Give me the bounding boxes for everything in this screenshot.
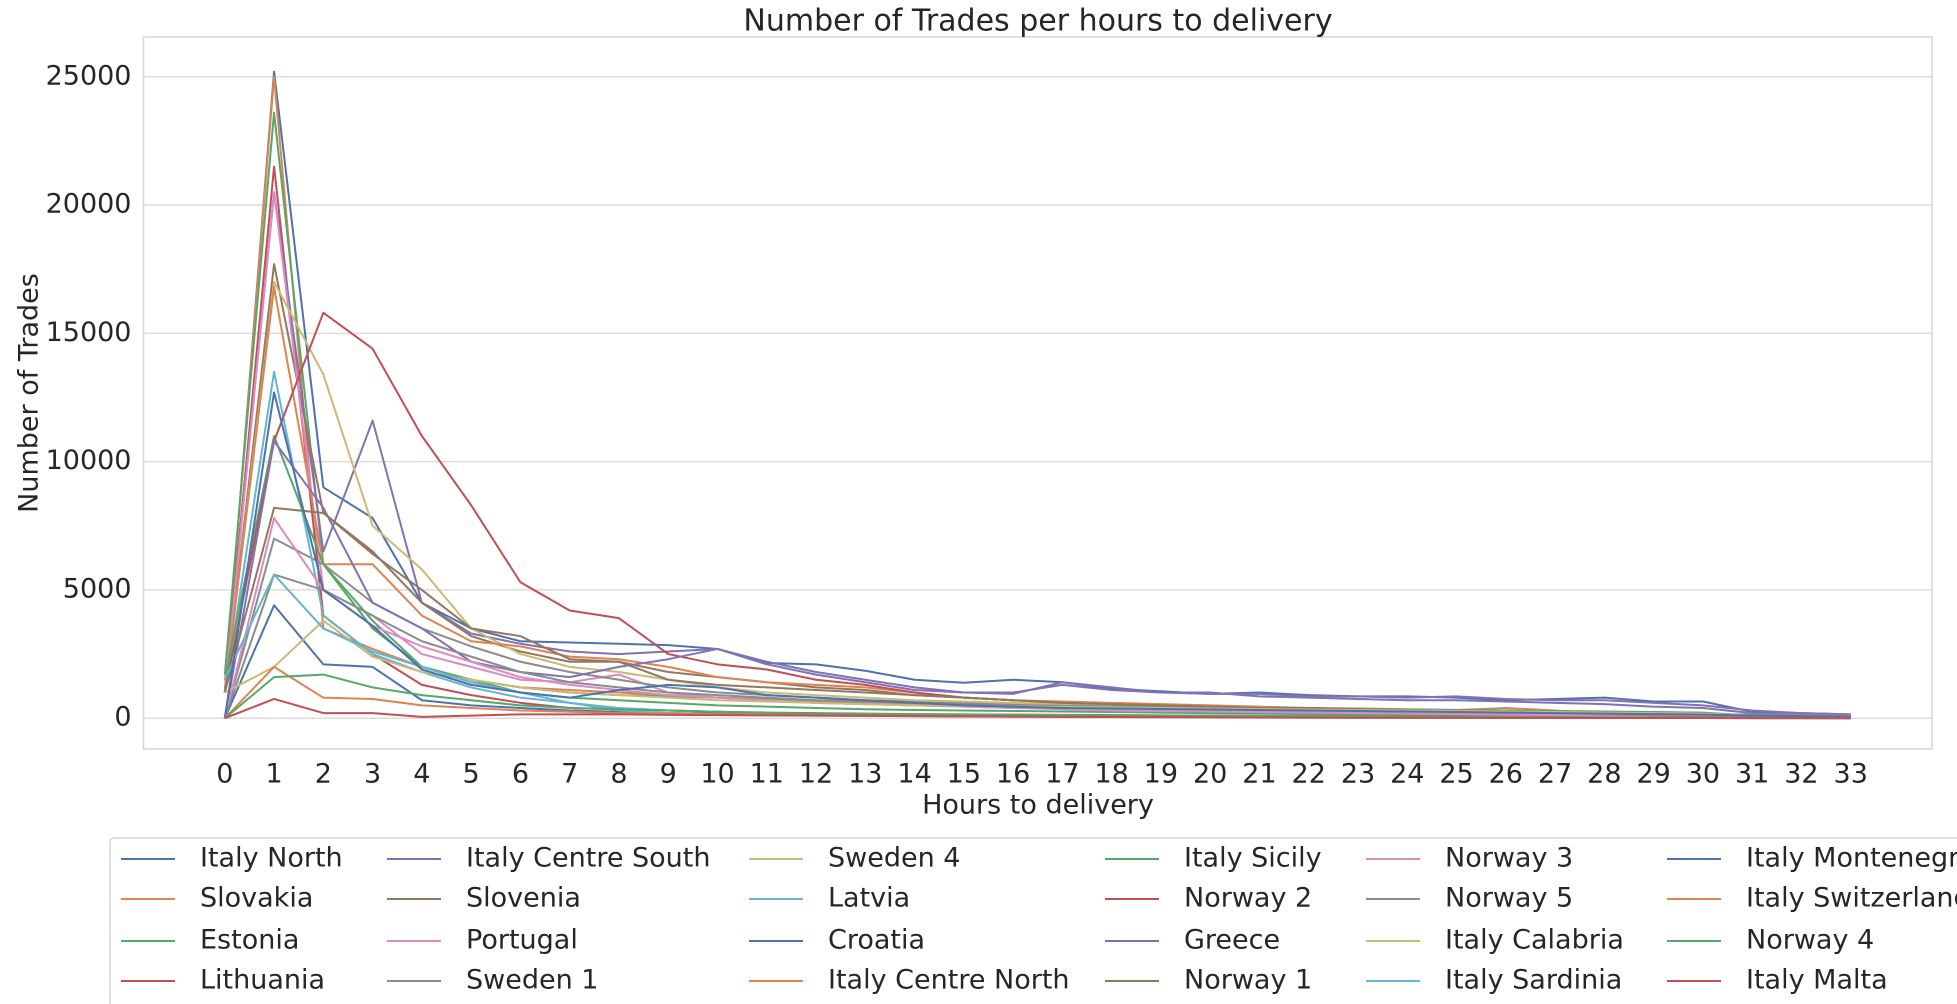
legend-label: Italy North — [200, 843, 343, 874]
x-tick-label: 16 — [996, 759, 1030, 790]
legend-label: Norway 2 — [1184, 883, 1312, 914]
plot-area — [142, 36, 1933, 750]
x-tick-label: 2 — [315, 759, 332, 790]
x-tick-label: 6 — [512, 759, 529, 790]
x-tick-label: 23 — [1341, 759, 1375, 790]
x-tick-label: 0 — [216, 759, 233, 790]
x-tick-label: 5 — [463, 759, 480, 790]
x-tick-label: 14 — [897, 759, 931, 790]
x-tick-label: 19 — [1144, 759, 1178, 790]
legend-label: Latvia — [828, 883, 910, 914]
legend-label: Estonia — [200, 925, 299, 956]
series-line — [223, 391, 1851, 719]
x-tick-label: 24 — [1390, 759, 1424, 790]
y-axis-label: Number of Trades — [14, 273, 45, 513]
y-tick-label: 15000 — [46, 317, 132, 348]
legend-label: Norway 3 — [1445, 843, 1573, 874]
x-tick-label: 8 — [610, 759, 627, 790]
x-tick-label: 27 — [1538, 759, 1572, 790]
x-tick-label: 1 — [265, 759, 282, 790]
series-line — [223, 440, 1851, 719]
legend-label: Italy Montenegro — [1746, 843, 1957, 874]
legend-label: Norway 4 — [1746, 925, 1874, 956]
x-tick-label: 30 — [1686, 759, 1720, 790]
y-tick-label: 10000 — [46, 445, 132, 476]
x-tick-label: 17 — [1045, 759, 1079, 790]
y-tick-label: 0 — [114, 702, 131, 733]
legend-label: Portugal — [466, 925, 578, 956]
x-tick-label: 4 — [413, 759, 430, 790]
y-tick-label: 5000 — [63, 573, 132, 604]
x-tick-label: 32 — [1784, 759, 1818, 790]
legend-label: Norway 5 — [1445, 883, 1573, 914]
legend-label: Italy Sardinia — [1445, 965, 1622, 996]
x-tick-label: 25 — [1439, 759, 1473, 790]
x-tick-label: 18 — [1094, 759, 1128, 790]
x-tick-label: 13 — [848, 759, 882, 790]
x-tick-label: 10 — [700, 759, 734, 790]
x-tick-label: 21 — [1242, 759, 1276, 790]
x-tick-label: 22 — [1292, 759, 1326, 790]
legend-label: Greece — [1184, 925, 1280, 956]
plot-layer — [143, 70, 1932, 720]
x-tick-label: 29 — [1636, 759, 1670, 790]
x-tick-label: 7 — [561, 759, 578, 790]
x-tick-label: 28 — [1587, 759, 1621, 790]
x-tick-label: 11 — [750, 759, 784, 790]
legend-label: Lithuania — [200, 965, 325, 996]
series-line — [224, 697, 1851, 720]
x-tick-label: 3 — [364, 759, 381, 790]
legend-label: Italy Malta — [1746, 965, 1888, 996]
legend-label: Italy Centre South — [466, 843, 711, 874]
x-tick-label: 26 — [1489, 759, 1523, 790]
legend-label: Slovenia — [466, 883, 581, 914]
legend-label: Norway 1 — [1184, 965, 1312, 996]
x-tick-label: 20 — [1193, 759, 1227, 790]
x-tick-label: 15 — [947, 759, 981, 790]
series-line — [223, 70, 1851, 716]
x-tick-label: 31 — [1735, 759, 1769, 790]
x-axis-label: Hours to delivery — [922, 790, 1154, 821]
legend-label: Sweden 1 — [466, 965, 598, 996]
x-tick-label: 33 — [1834, 759, 1868, 790]
x-tick-label: 9 — [660, 759, 677, 790]
y-tick-label: 25000 — [46, 60, 132, 91]
legend-label: Italy Sicily — [1184, 843, 1322, 874]
legend-box — [109, 837, 1957, 1004]
legend-label: Italy Centre North — [828, 965, 1070, 996]
x-tick-label: 12 — [799, 759, 833, 790]
legend-label: Italy Switzerland — [1746, 883, 1957, 914]
chart-title: Number of Trades per hours to delivery — [743, 4, 1332, 39]
legend-label: Croatia — [828, 925, 925, 956]
legend-label: Italy Calabria — [1445, 925, 1624, 956]
legend-label: Sweden 4 — [828, 843, 960, 874]
y-tick-label: 20000 — [46, 189, 132, 220]
legend-label: Slovakia — [200, 883, 313, 914]
